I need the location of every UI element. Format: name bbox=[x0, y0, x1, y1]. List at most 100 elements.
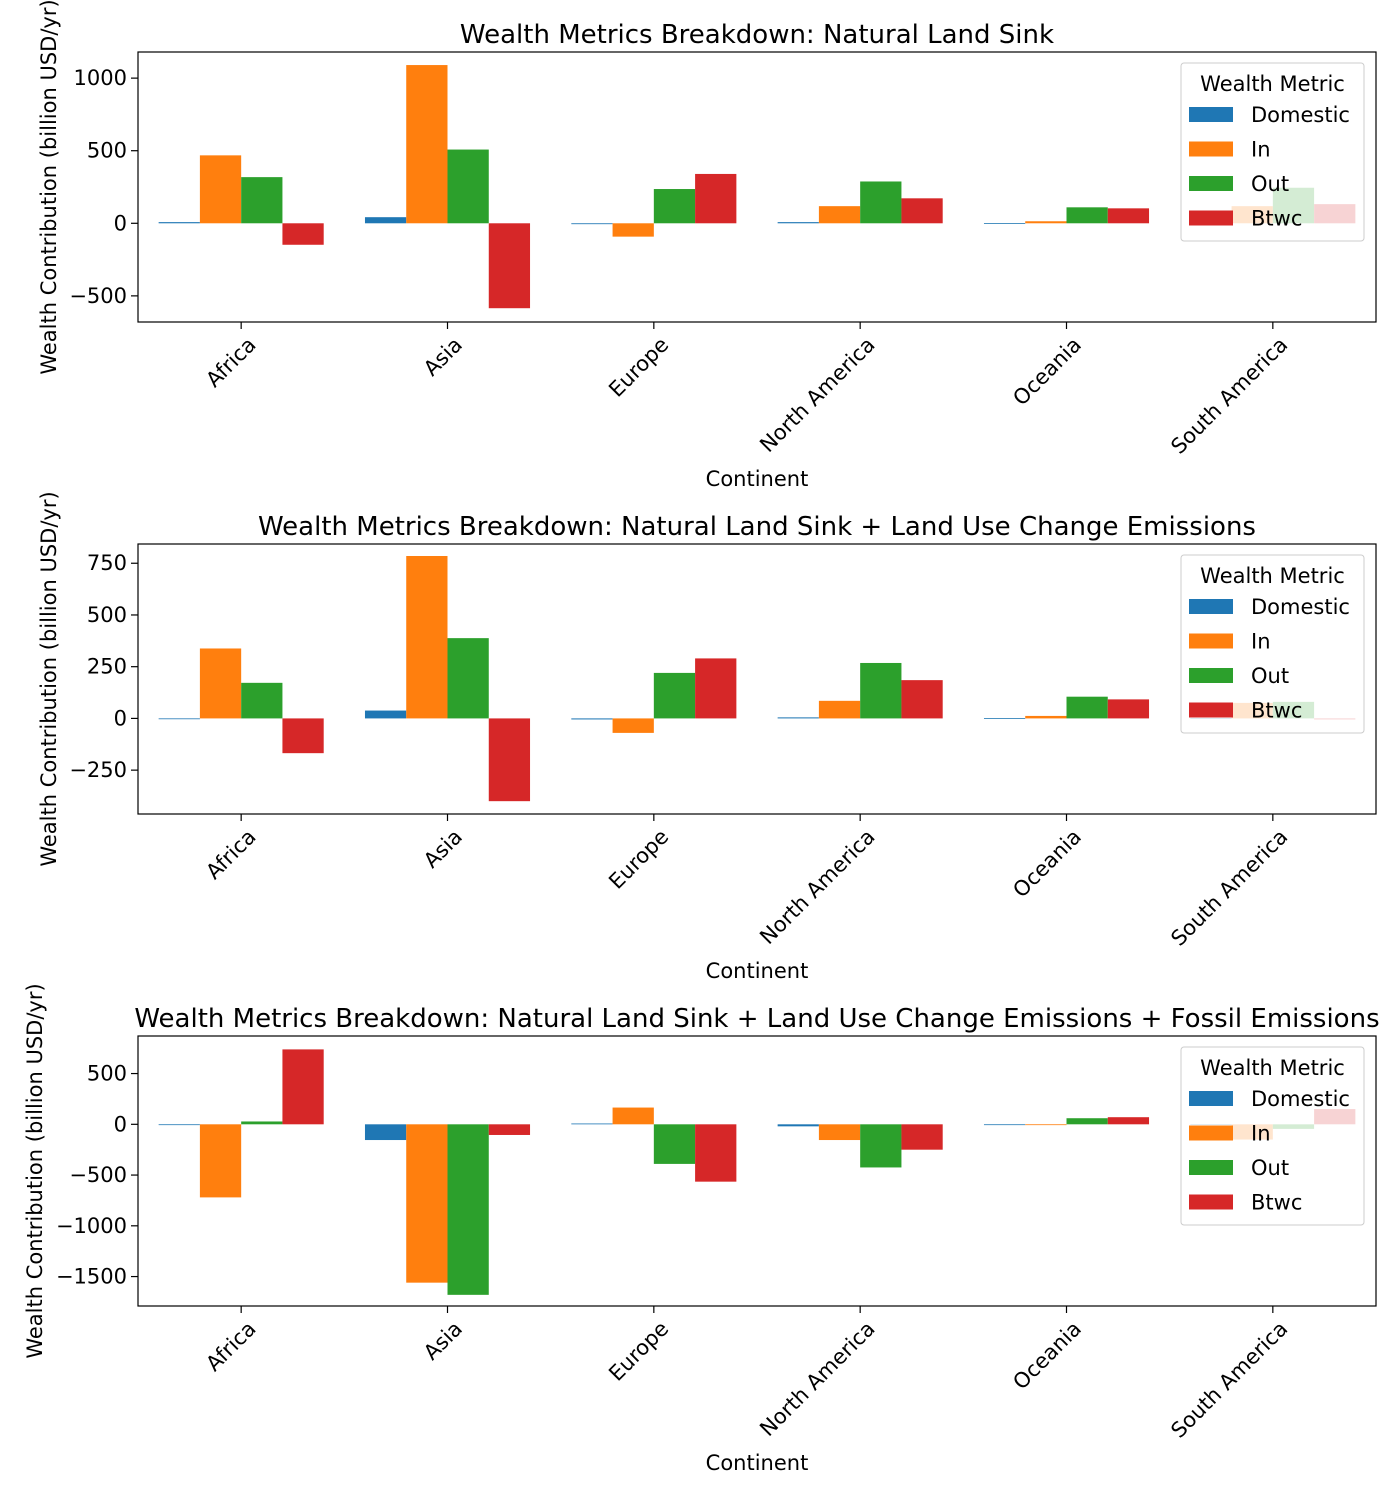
y-tick-label: 0 bbox=[114, 211, 127, 235]
x-tick-label-north-america: North America bbox=[755, 825, 879, 949]
legend-items: Domestic In Out Btwc bbox=[1189, 595, 1350, 723]
bar-btwc-oceania bbox=[1107, 208, 1150, 224]
legend: Wealth Metric Domestic In Out Btwc bbox=[1180, 62, 1365, 242]
bar-out-oceania bbox=[1066, 1118, 1108, 1125]
bar-domestic-asia bbox=[364, 710, 407, 719]
x-tick-label-oceania: Oceania bbox=[1008, 825, 1086, 903]
bar-in-north-america bbox=[818, 206, 861, 224]
bar-btwc-europe bbox=[695, 658, 737, 719]
bar-domestic-africa bbox=[158, 222, 200, 224]
x-tick-label-oceania: Oceania bbox=[1008, 1317, 1086, 1395]
legend-label-domestic: Domestic bbox=[1251, 103, 1350, 127]
bar-btwc-north-america bbox=[901, 1124, 943, 1150]
legend-swatch-btwc bbox=[1189, 210, 1233, 226]
y-tick-label: 0 bbox=[114, 1112, 127, 1136]
legend-label-in: In bbox=[1251, 630, 1271, 654]
bar-in-africa bbox=[199, 648, 242, 719]
bar-in-africa bbox=[199, 1124, 242, 1198]
legend-swatch-domestic bbox=[1189, 1091, 1233, 1106]
chart-title: Wealth Metrics Breakdown: Natural Land S… bbox=[134, 1004, 1379, 1034]
y-tick-label: 500 bbox=[87, 1062, 127, 1086]
legend-label-domestic: Domestic bbox=[1251, 1087, 1350, 1111]
bar-out-asia bbox=[447, 1124, 489, 1295]
legend: Wealth Metric Domestic In Out Btwc bbox=[1180, 1046, 1365, 1226]
legend-items: Domestic In Out Btwc bbox=[1189, 103, 1350, 231]
x-tick-label-europe: Europe bbox=[604, 1317, 673, 1386]
y-tick-label: 500 bbox=[87, 603, 127, 627]
chart-title: Wealth Metrics Breakdown: Natural Land S… bbox=[258, 512, 1256, 542]
bar-in-asia bbox=[406, 1124, 448, 1283]
legend-label-btwc: Btwc bbox=[1251, 699, 1302, 723]
chart-panel-natural-land-sink: Wealth Metrics Breakdown: Natural Land S… bbox=[37, 0, 1377, 491]
x-tick-label-africa: Africa bbox=[201, 825, 260, 884]
legend-swatch-domestic bbox=[1189, 107, 1233, 122]
y-tick-label: −500 bbox=[69, 1163, 127, 1187]
legend-swatch-in bbox=[1189, 141, 1233, 157]
legend-label-btwc: Btwc bbox=[1251, 1191, 1302, 1215]
x-tick-label-north-america: North America bbox=[755, 333, 879, 457]
y-axis-label: Wealth Contribution (billion USD/yr) bbox=[23, 983, 47, 1358]
bars bbox=[158, 1049, 1356, 1295]
bar-in-north-america bbox=[818, 1124, 861, 1141]
bar-in-asia bbox=[406, 556, 448, 719]
bar-out-europe bbox=[653, 189, 696, 224]
y-tick-label: 0 bbox=[114, 706, 127, 730]
y-tick-label: −1000 bbox=[56, 1214, 127, 1238]
bar-out-asia bbox=[447, 638, 489, 719]
y-ticks: −250 0 250 500 750 bbox=[69, 551, 138, 782]
bar-domestic-oceania bbox=[983, 718, 1026, 719]
y-tick-label: 1000 bbox=[74, 66, 127, 90]
legend-label-btwc: Btwc bbox=[1251, 207, 1302, 231]
bar-out-europe bbox=[653, 1124, 696, 1164]
legend-swatch-out bbox=[1189, 1160, 1233, 1175]
bar-btwc-asia bbox=[488, 1124, 531, 1135]
bar-btwc-oceania bbox=[1107, 1117, 1150, 1125]
legend-label-out: Out bbox=[1251, 1156, 1289, 1180]
legend-title: Wealth Metric bbox=[1200, 1056, 1345, 1080]
bar-domestic-north-america bbox=[777, 222, 819, 224]
legend-swatch-domestic bbox=[1189, 599, 1233, 614]
x-tick-label-south-america: South America bbox=[1166, 825, 1292, 951]
bar-btwc-africa bbox=[282, 718, 324, 754]
legend-swatch-in bbox=[1189, 1125, 1233, 1141]
y-tick-label: −1500 bbox=[56, 1265, 127, 1289]
y-tick-label: 750 bbox=[87, 551, 127, 575]
y-tick-label: 500 bbox=[87, 139, 127, 163]
legend-items: Domestic In Out Btwc bbox=[1189, 1087, 1350, 1215]
y-axis-label: Wealth Contribution (billion USD/yr) bbox=[37, 0, 61, 375]
bar-in-oceania bbox=[1025, 715, 1067, 719]
y-axis-label: Wealth Contribution (billion USD/yr) bbox=[37, 491, 61, 866]
bar-in-oceania bbox=[1025, 221, 1067, 224]
x-tick-label-south-america: South America bbox=[1166, 1317, 1292, 1443]
y-tick-label: 250 bbox=[87, 655, 127, 679]
bar-domestic-europe bbox=[571, 718, 613, 720]
bar-out-oceania bbox=[1066, 207, 1108, 224]
x-axis-label: Continent bbox=[706, 1451, 809, 1475]
y-ticks: −1500 −1000 −500 0 500 bbox=[56, 1062, 138, 1289]
bar-out-north-america bbox=[860, 181, 902, 224]
bar-domestic-asia bbox=[364, 217, 407, 224]
legend-swatch-btwc bbox=[1189, 702, 1233, 718]
bar-btwc-north-america bbox=[901, 198, 943, 224]
legend-title: Wealth Metric bbox=[1200, 564, 1345, 588]
x-tick-label-africa: Africa bbox=[201, 333, 260, 392]
x-tick-label-south-america: South America bbox=[1166, 333, 1292, 459]
x-ticks: Africa Asia Europe North America Oceania Sout… bbox=[201, 814, 1292, 951]
x-tick-label-asia: Asia bbox=[419, 1317, 467, 1365]
y-ticks: −500 0 500 1000 bbox=[69, 66, 138, 308]
bar-domestic-oceania bbox=[983, 1124, 1026, 1126]
bar-btwc-europe bbox=[695, 1124, 737, 1182]
plot-frame bbox=[137, 51, 1377, 323]
bar-in-north-america bbox=[818, 700, 861, 719]
bar-domestic-asia bbox=[364, 1124, 407, 1141]
bar-domestic-europe bbox=[571, 223, 613, 225]
bar-domestic-north-america bbox=[777, 1124, 819, 1127]
bar-btwc-asia bbox=[488, 223, 531, 309]
legend-title: Wealth Metric bbox=[1200, 72, 1345, 96]
bar-btwc-oceania bbox=[1107, 699, 1150, 719]
legend: Wealth Metric Domestic In Out Btwc bbox=[1180, 554, 1365, 734]
bar-out-europe bbox=[653, 672, 696, 719]
x-ticks: Africa Asia Europe North America Oceania Sout… bbox=[201, 1306, 1292, 1443]
bar-out-oceania bbox=[1066, 696, 1108, 719]
